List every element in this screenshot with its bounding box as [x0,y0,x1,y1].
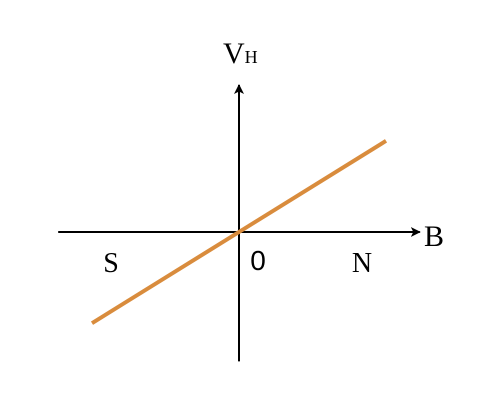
north-pole-label: N [352,248,372,279]
hall-voltage-line [90,139,388,325]
y-axis-label-main: V [223,37,245,70]
y-axis-label: VH [223,37,258,70]
x-axis-label: B [424,220,444,253]
y-axis-label-subscript: H [245,47,258,67]
origin-label: 0 [250,245,266,276]
south-pole-label: S [103,248,119,279]
